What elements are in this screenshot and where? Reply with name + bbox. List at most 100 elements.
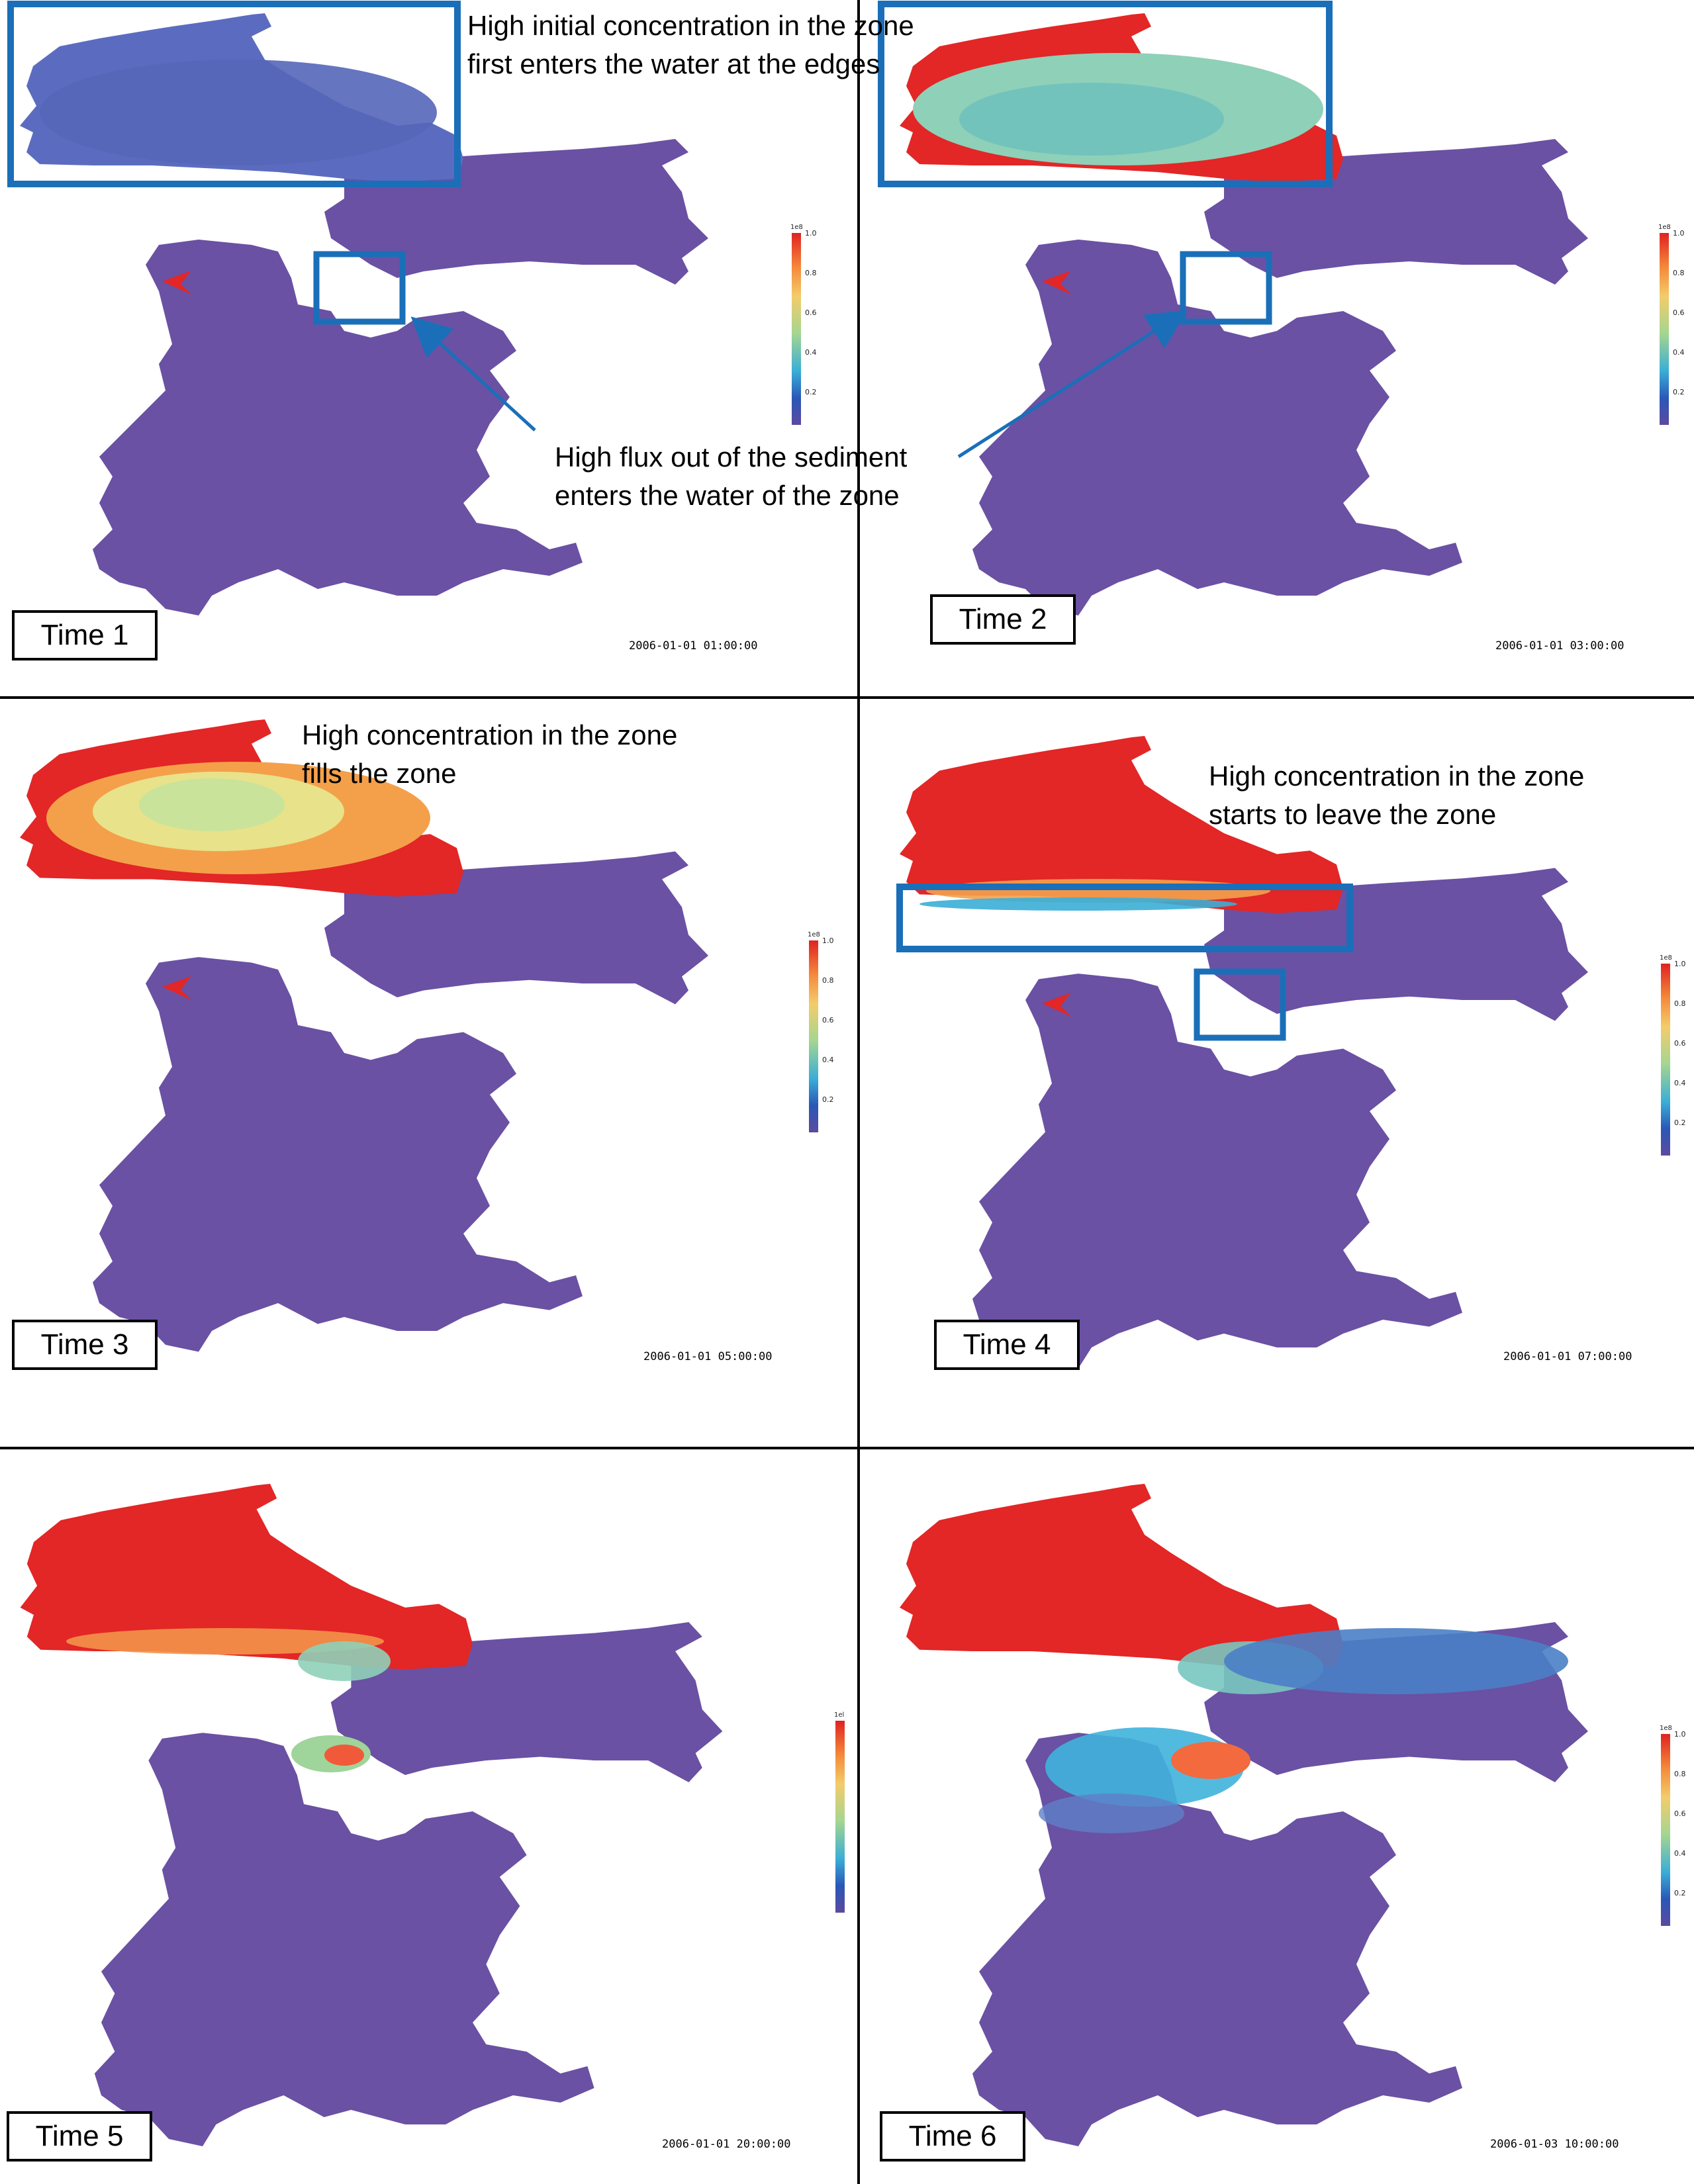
- time-label: Time 3: [12, 1320, 158, 1370]
- zone-edge-field: [919, 897, 1237, 911]
- time-label: Time 4: [934, 1320, 1080, 1370]
- zone-concentration-field: [139, 778, 285, 831]
- colorbar: 1e8 1.0 0.8 0.6 0.4 0.2: [1660, 954, 1686, 1156]
- panel-time-6: 1e8 1.0 0.8 0.6 0.4 0.2 Time 6 2006-01-0…: [860, 1449, 1694, 2184]
- timestamp: 2006-01-01 05:00:00: [643, 1350, 773, 1363]
- timestamp: 2006-01-01 20:00:00: [662, 2138, 791, 2151]
- sediment-source-marker: [1042, 993, 1071, 1017]
- colorbar-tick: 0.6: [1673, 308, 1685, 317]
- colorbar-gradient: [1660, 233, 1669, 425]
- colorbar-unit: 1e8: [808, 931, 820, 938]
- colorbar-gradient: [809, 940, 818, 1132]
- horizontal-divider-top: [0, 696, 1694, 699]
- timestamp: 2006-01-03 10:00:00: [1490, 2138, 1619, 2151]
- annotation-line: enters the water of the zone: [555, 480, 900, 511]
- colorbar-tick: 0.4: [1673, 348, 1685, 357]
- sediment-source-marker: [162, 976, 191, 1000]
- annotation-line: starts to leave the zone: [1209, 799, 1497, 830]
- colorbar-gradient: [1661, 1734, 1670, 1926]
- concentration-map: [20, 13, 708, 615]
- colorbar-tick: 0.2: [1673, 388, 1685, 396]
- annotation-sediment-flux: High flux out of the sediment enters the…: [555, 438, 907, 515]
- concentration-map: [20, 1484, 723, 2146]
- time-label: Time 2: [930, 594, 1076, 645]
- southern-basin: [94, 1733, 594, 2146]
- timestamp: 2006-01-01 03:00:00: [1495, 639, 1624, 653]
- annotation-line: High concentration in the zone: [1209, 760, 1585, 792]
- colorbar: 1e8 1.0 0.8 0.6 0.4 0.2: [808, 931, 834, 1132]
- northern-zone: [900, 736, 1343, 913]
- colorbar-unit: 1e8: [1660, 1725, 1672, 1732]
- colorbar-tick: 0.8: [822, 976, 834, 985]
- colorbar-tick: 0.6: [1674, 1039, 1686, 1048]
- colorbar-unit: 1e8: [1660, 954, 1672, 962]
- zone-concentration-field: [40, 60, 437, 165]
- colorbar-tick: 0.2: [1674, 1118, 1686, 1127]
- plume-field: [1224, 1628, 1568, 1694]
- plume-field: [324, 1745, 364, 1766]
- concentration-map: [20, 719, 708, 1352]
- annotation-line: High concentration in the zone: [302, 719, 678, 751]
- zone-edge-field: [66, 1628, 384, 1655]
- colorbar-unit: 1e8: [790, 224, 803, 231]
- colorbar-tick: 0.6: [822, 1016, 834, 1024]
- plume-field: [298, 1641, 391, 1681]
- annotation-initial-concentration: High initial concentration in the zone f…: [467, 7, 914, 83]
- colorbar: 1e8 1.0 0.8 0.6 0.4 0.2: [790, 224, 817, 425]
- northern-zone: [900, 1484, 1343, 1670]
- southern-basin: [972, 240, 1462, 615]
- colorbar-tick: 1.0: [1673, 229, 1685, 238]
- zone-concentration-field: [959, 83, 1224, 156]
- time-label: Time 5: [7, 2111, 152, 2161]
- panel-time-5: 1el Time 5 2006-01-01 20:00:00: [0, 1449, 857, 2184]
- southern-basin: [972, 974, 1462, 1369]
- colorbar: 1e8 1.0 0.8 0.6 0.4 0.2: [1658, 224, 1685, 425]
- sediment-source-marker: [1042, 271, 1071, 295]
- concentration-map: [900, 736, 1588, 1369]
- colorbar-tick: 0.4: [1674, 1849, 1686, 1858]
- sediment-source-marker: [162, 271, 191, 295]
- colorbar-gradient: [835, 1721, 845, 1913]
- colorbar-tick: 0.8: [805, 269, 817, 277]
- colorbar-unit: 1el: [834, 1711, 845, 1719]
- colorbar-tick: 0.6: [805, 308, 817, 317]
- vertical-divider: [857, 0, 860, 2184]
- colorbar-tick: 0.2: [1674, 1889, 1686, 1897]
- colorbar-tick: 0.8: [1674, 1770, 1686, 1778]
- colorbar-unit: 1e8: [1658, 224, 1671, 231]
- colorbar-gradient: [792, 233, 801, 425]
- panel-time-2: 1e8 1.0 0.8 0.6 0.4 0.2 Time 2 2006-01-0…: [860, 0, 1694, 696]
- concentration-map: [900, 13, 1588, 615]
- annotation-line: High flux out of the sediment: [555, 441, 908, 473]
- colorbar-tick: 1.0: [1674, 1730, 1686, 1739]
- plume-field: [1039, 1794, 1184, 1833]
- colorbar: 1el: [834, 1711, 845, 1913]
- annotation-line: fills the zone: [302, 758, 457, 789]
- concentration-map: [900, 1484, 1588, 2146]
- timestamp: 2006-01-01 01:00:00: [629, 639, 758, 653]
- colorbar-tick: 1.0: [822, 936, 834, 945]
- timestamp: 2006-01-01 07:00:00: [1503, 1350, 1632, 1363]
- annotation-line: first enters the water at the edges: [467, 48, 880, 79]
- annotation-line: High initial concentration in the zone: [467, 10, 914, 41]
- colorbar-tick: 0.2: [805, 388, 817, 396]
- colorbar-tick: 0.4: [805, 348, 817, 357]
- colorbar: 1e8 1.0 0.8 0.6 0.4 0.2: [1660, 1725, 1686, 1926]
- time-label: Time 6: [880, 2111, 1025, 2161]
- colorbar-tick: 0.2: [822, 1095, 834, 1104]
- panel-time-4: 1e8 1.0 0.8 0.6 0.4 0.2 Time 4 2006-01-0…: [860, 699, 1694, 1447]
- annotation-leaves-zone: High concentration in the zone starts to…: [1209, 757, 1584, 834]
- colorbar-gradient: [1661, 964, 1670, 1156]
- panel-time-1: 1e8 1.0 0.8 0.6 0.4 0.2 Time 1 2006-01-0…: [0, 0, 857, 696]
- southern-basin: [972, 1733, 1462, 2146]
- time-label: Time 1: [12, 610, 158, 660]
- colorbar-tick: 0.4: [1674, 1079, 1686, 1087]
- colorbar-tick: 0.4: [822, 1056, 834, 1064]
- southern-basin: [93, 957, 583, 1352]
- colorbar-tick: 0.8: [1673, 269, 1685, 277]
- horizontal-divider-bottom: [0, 1447, 1694, 1449]
- annotation-fills-zone: High concentration in the zone fills the…: [302, 716, 677, 793]
- plume-field: [1171, 1742, 1250, 1779]
- panel-time-3: 1e8 1.0 0.8 0.6 0.4 0.2 Time 3 2006-01-0…: [0, 699, 857, 1447]
